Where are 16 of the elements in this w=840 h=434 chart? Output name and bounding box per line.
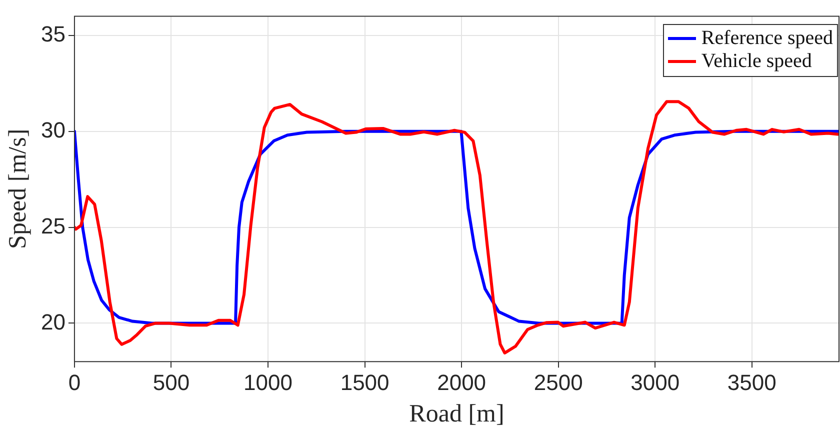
legend-label: Vehicle speed xyxy=(701,50,812,74)
x-tick-label: 0 xyxy=(68,370,81,395)
x-tick-label: 1000 xyxy=(244,370,292,395)
y-tick-label: 35 xyxy=(40,21,66,46)
y-tick-label: 30 xyxy=(40,117,66,142)
x-tick-label: 1500 xyxy=(340,370,390,395)
x-tick-label: 2500 xyxy=(534,370,583,395)
legend-label: Reference speed xyxy=(701,27,833,50)
x-tick-label: 3500 xyxy=(727,370,776,395)
y-tick-label: 20 xyxy=(40,309,66,334)
y-tick-label: 25 xyxy=(40,213,66,238)
x-tick-label: 3000 xyxy=(630,370,680,395)
x-tick-label: 500 xyxy=(152,370,190,395)
x-tick-label: 2000 xyxy=(437,370,486,395)
x-axis-title: Road [m] xyxy=(409,400,504,428)
y-axis-title: Speed [m/s] xyxy=(4,128,32,249)
